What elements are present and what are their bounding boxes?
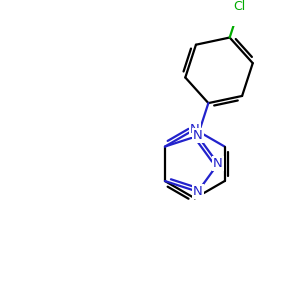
Text: N: N bbox=[193, 129, 202, 142]
Text: N: N bbox=[213, 157, 223, 170]
Text: N: N bbox=[190, 123, 200, 136]
Text: N: N bbox=[193, 185, 202, 198]
Text: Cl: Cl bbox=[234, 0, 246, 13]
